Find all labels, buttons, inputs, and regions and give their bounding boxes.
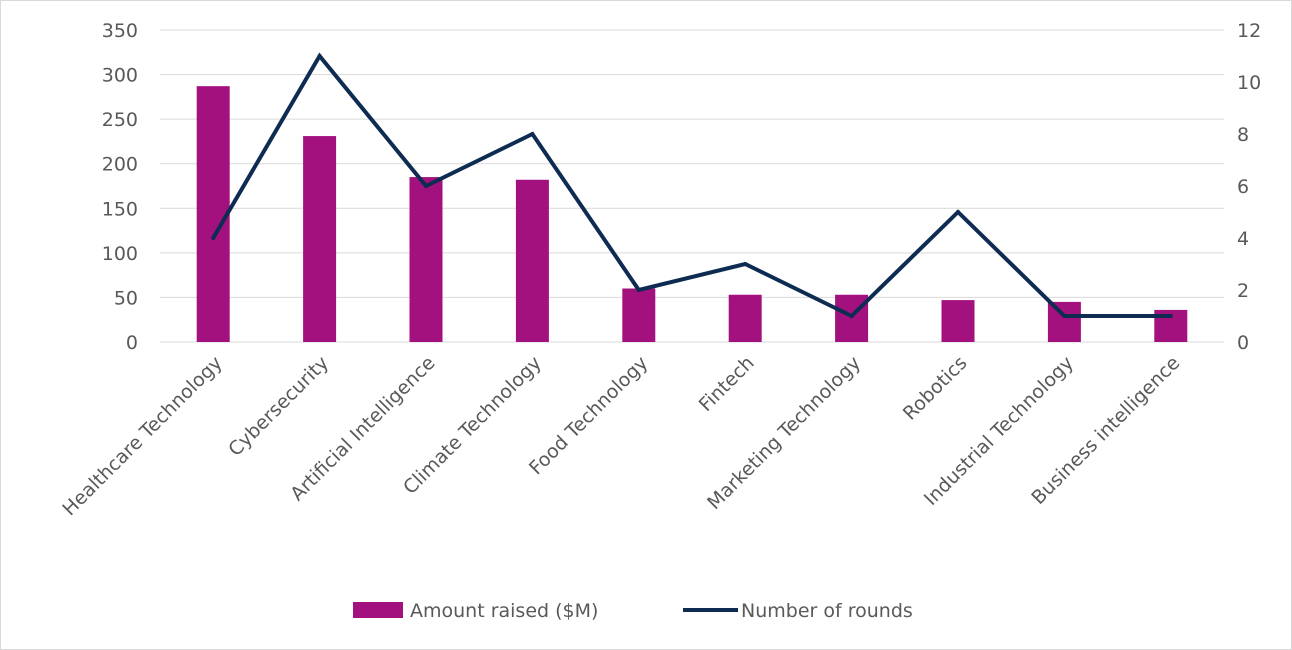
bar-1 [196, 86, 230, 342]
line-point-1 [211, 236, 216, 240]
left-tick-label-0: 0 [126, 332, 138, 354]
right-tick-label-12: 12 [1237, 20, 1261, 42]
legend-label-amount-raised: Amount raised ($M) [410, 600, 598, 622]
bar-7 [835, 294, 869, 342]
series-line-number-of-rounds [211, 52, 1171, 319]
right-axis-ticks: 0 2 4 6 8 10 12 [1237, 20, 1261, 354]
line-point-3 [424, 184, 428, 188]
category-label-2: Cybersecurity [224, 352, 333, 461]
bar-2 [303, 136, 337, 342]
right-tick-label-10: 10 [1237, 72, 1261, 94]
bar-8 [941, 300, 975, 342]
left-tick-label-200: 200 [102, 154, 138, 176]
category-label-6: Fintech [695, 352, 759, 416]
line-point-8 [956, 210, 960, 214]
bar-3 [409, 177, 443, 342]
line-point-6 [743, 262, 748, 266]
left-tick-label-250: 250 [102, 109, 138, 131]
bar-series [196, 86, 1188, 342]
bar-6 [728, 294, 762, 342]
line-point-10 [1168, 314, 1173, 318]
line-point-2 [317, 54, 322, 58]
line-series [211, 52, 1173, 319]
right-tick-label-6: 6 [1237, 176, 1249, 198]
line-point-5 [636, 288, 641, 292]
category-label-8: Robotics [899, 352, 972, 425]
line-point-9 [1062, 314, 1067, 318]
bar-4 [515, 179, 549, 342]
line-point-4 [530, 132, 535, 136]
bar-9 [1047, 301, 1081, 342]
right-tick-label-0: 0 [1237, 332, 1249, 354]
line-point-7 [849, 314, 854, 318]
left-axis-ticks: 0 50 100 150 200 250 300 350 [102, 20, 138, 354]
legend-swatch-amount-raised [353, 602, 403, 618]
category-labels: Healthcare TechnologyCybersecurityArtifi… [58, 352, 1184, 520]
legend: Amount raised ($M) Number of rounds [353, 600, 913, 622]
category-label-1: Healthcare Technology [58, 352, 226, 520]
left-tick-label-100: 100 [102, 243, 138, 265]
left-tick-label-50: 50 [114, 287, 138, 309]
left-tick-label-300: 300 [102, 65, 138, 87]
category-label-5: Food Technology [525, 352, 652, 479]
left-tick-label-350: 350 [102, 20, 138, 42]
bar-5 [622, 288, 656, 342]
right-tick-label-2: 2 [1237, 280, 1249, 302]
legend-label-number-of-rounds: Number of rounds [741, 600, 913, 622]
left-tick-label-150: 150 [102, 198, 138, 220]
right-tick-label-4: 4 [1237, 228, 1249, 250]
right-tick-label-8: 8 [1237, 124, 1249, 146]
